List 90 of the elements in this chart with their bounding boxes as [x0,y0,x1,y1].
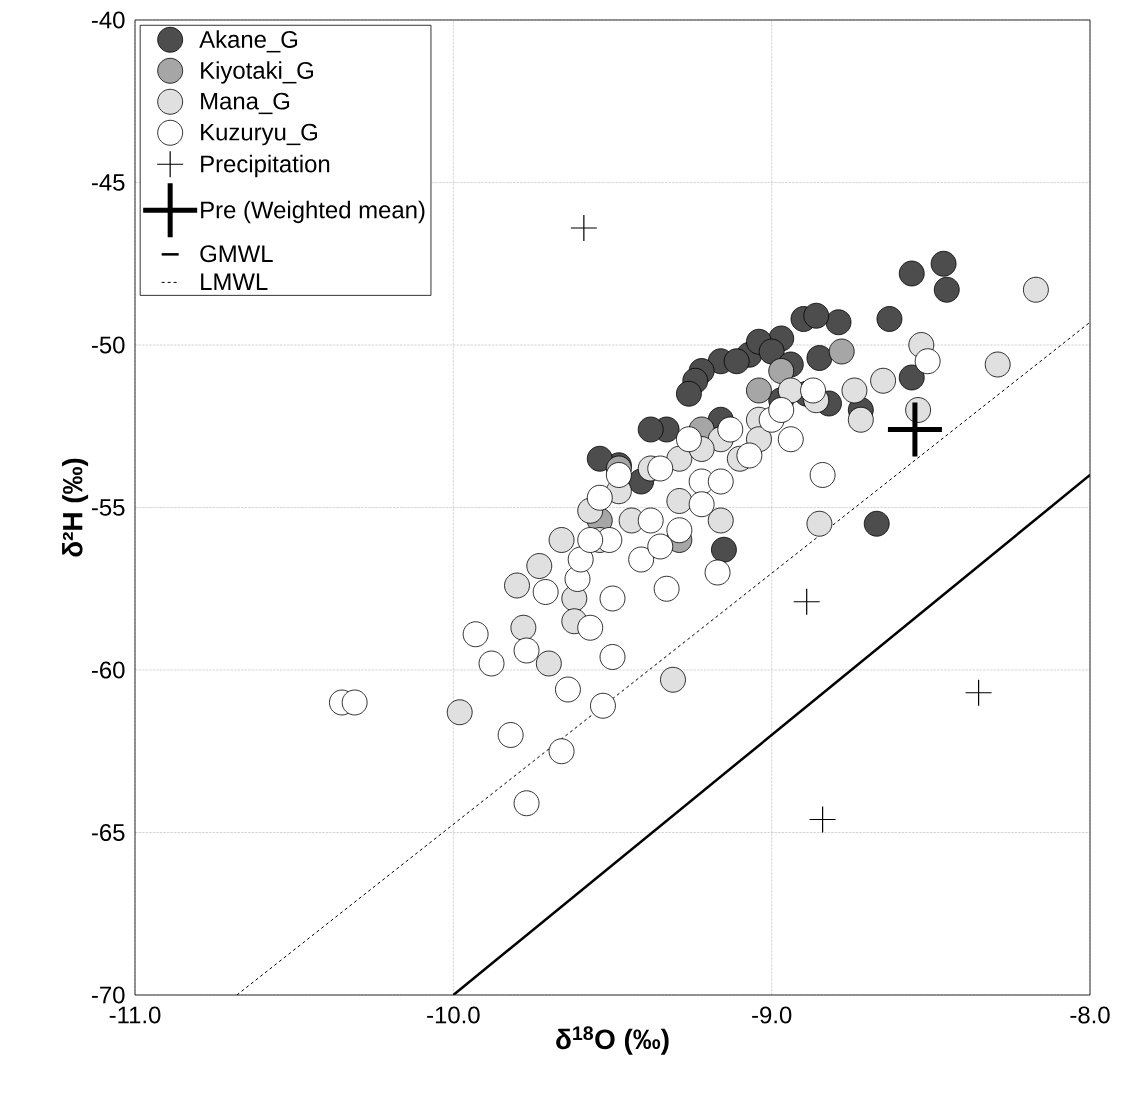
legend-label: Precipitation [201,154,330,178]
point [887,402,942,457]
point [637,507,664,534]
y-tick-label: -70 [91,986,125,1004]
legend-label: Pre (Weighted mean) [201,200,425,224]
y-tick-label: -40 [91,11,125,29]
point [768,397,795,423]
point [717,416,744,443]
point [590,692,616,719]
point [676,380,702,407]
point [653,575,680,602]
point [555,676,581,703]
point [462,621,489,648]
point [647,533,674,560]
point [933,276,960,303]
point [707,468,734,495]
point [984,351,1011,378]
point [898,260,925,287]
x-tick-label: -8.0 [1070,1006,1110,1024]
legend-label: Kuzuryu_G [201,123,317,146]
point [914,348,941,375]
point [711,536,737,563]
point [570,214,597,241]
point [548,738,575,765]
y-tick-label: -45 [91,174,125,191]
y-tick-label: -60 [91,661,125,679]
point [666,517,693,544]
y-tick-label: -65 [91,824,125,841]
legend-label: Mana_G [201,92,290,115]
x-tick-label: -10.0 [427,1006,480,1024]
legend-label: Kiyotaki_G [201,61,313,84]
point [876,306,903,332]
y-tick-label: -55 [91,499,125,516]
point [535,650,562,677]
legend-label: LMWL [201,273,268,290]
point [532,579,559,605]
point [841,377,868,404]
point [688,491,715,518]
point [577,614,604,641]
point [586,445,613,472]
legend-label: GMWL [200,245,273,263]
point [660,666,686,693]
x-tick-label: -9.0 [752,1006,792,1024]
point [800,377,826,404]
y-tick-label: -50 [91,336,125,354]
point [806,345,833,371]
point [707,507,734,534]
point [736,442,763,469]
point [768,358,795,384]
point [1022,276,1049,303]
point [863,510,890,537]
point [676,426,702,453]
point [758,338,785,365]
point [513,790,540,817]
point [513,637,540,664]
point [647,455,674,482]
point [847,406,874,433]
point [930,250,957,277]
point [898,364,925,391]
point [704,559,731,586]
point [504,572,530,599]
x-tick-label: -11.0 [109,1006,161,1024]
point [628,546,655,573]
point [777,426,804,453]
point [586,484,613,511]
point [548,527,575,553]
point [870,367,896,394]
point [599,585,626,612]
point [605,462,632,488]
legend-label: Akane_G [199,30,298,53]
point [478,650,505,677]
point [599,644,626,670]
point [567,546,594,573]
point [746,377,772,404]
x-axis-title: δ$^{18}$O (‰) [556,1026,669,1055]
point [666,488,693,514]
point [637,416,664,443]
point [825,309,852,336]
point [828,338,855,365]
point [803,302,830,329]
point [806,510,833,537]
point [723,348,750,375]
point [446,699,473,726]
point [577,527,604,553]
y-axis-title: δ²H (‰) [62,458,89,557]
point [526,553,553,579]
point [341,689,368,716]
point [809,462,836,488]
point [510,614,537,641]
point [497,722,524,748]
